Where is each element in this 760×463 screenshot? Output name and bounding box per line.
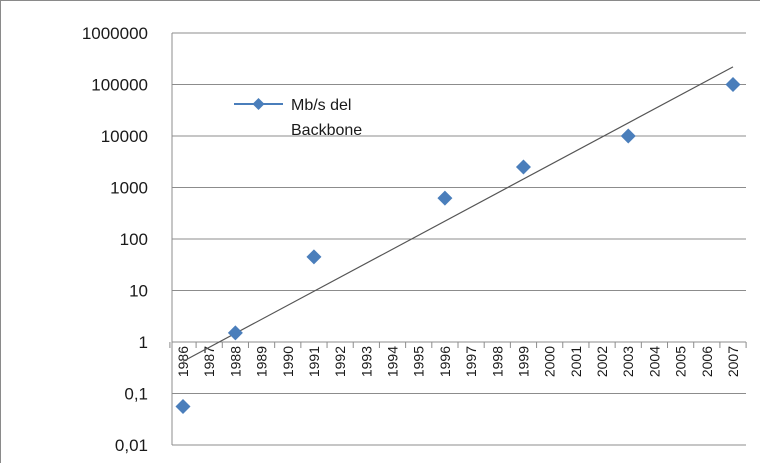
y-axis-tick-labels: 1000000 100000 10000 1000 100 10 1 0,1 0,01 xyxy=(82,24,148,455)
gridlines xyxy=(169,32,747,446)
data-point xyxy=(437,190,453,206)
x-tick-label: 1991 xyxy=(306,346,322,377)
x-tick-label: 1995 xyxy=(411,346,427,377)
data-point xyxy=(227,325,243,341)
trendline xyxy=(182,66,734,362)
x-tick-label: 2007 xyxy=(725,346,741,377)
x-tick-label: 2005 xyxy=(673,346,689,377)
y-tick-label: 1000 xyxy=(110,179,148,198)
y-tick-label: 1 xyxy=(139,333,148,352)
y-tick-label: 100000 xyxy=(91,76,148,95)
data-point xyxy=(515,159,531,175)
x-tick-label: 2001 xyxy=(568,346,584,377)
legend-label-line1: Mb/s del xyxy=(291,97,351,114)
legend-diamond-swatch xyxy=(252,98,265,110)
trendline-group xyxy=(182,66,734,362)
data-points xyxy=(175,77,741,414)
x-tick-label: 1987 xyxy=(201,346,217,377)
y-tick-label: 10 xyxy=(129,282,148,301)
y-tick-label: 0,01 xyxy=(115,436,148,455)
x-tick-label: 1993 xyxy=(358,346,374,377)
x-tick-label: 1990 xyxy=(280,346,296,377)
y-tick-label: 0,1 xyxy=(124,385,148,404)
x-tick-label: 1994 xyxy=(385,346,401,377)
data-point xyxy=(306,249,322,265)
x-tick-label: 1986 xyxy=(175,346,191,377)
x-tick-label: 2003 xyxy=(620,346,636,377)
x-axis-tick-labels: 1986 1987 1988 1989 1990 1991 1992 1993 1994 1995… xyxy=(175,346,741,377)
x-tick-label: 2000 xyxy=(542,346,558,377)
x-tick-label: 1988 xyxy=(227,346,243,377)
data-point xyxy=(620,128,636,144)
x-tick-label: 1999 xyxy=(515,346,531,377)
y-tick-label: 10000 xyxy=(101,127,148,146)
data-point xyxy=(725,77,741,92)
x-tick-label: 1997 xyxy=(463,346,479,377)
x-tick-label: 1996 xyxy=(437,346,453,377)
legend-label-line2: Backbone xyxy=(291,122,362,139)
x-tick-label: 1998 xyxy=(489,346,505,377)
data-point xyxy=(175,398,191,414)
y-tick-label: 100 xyxy=(120,230,148,249)
y-tick-label: 1000000 xyxy=(82,24,148,43)
x-tick-label: 2006 xyxy=(699,346,715,377)
x-tick-label: 1992 xyxy=(332,346,348,377)
x-tick-label: 1989 xyxy=(254,346,270,377)
x-tick-label: 2004 xyxy=(646,346,662,377)
legend: Mb/s del Backbone xyxy=(234,97,362,139)
x-tick-label: 2002 xyxy=(594,346,610,377)
